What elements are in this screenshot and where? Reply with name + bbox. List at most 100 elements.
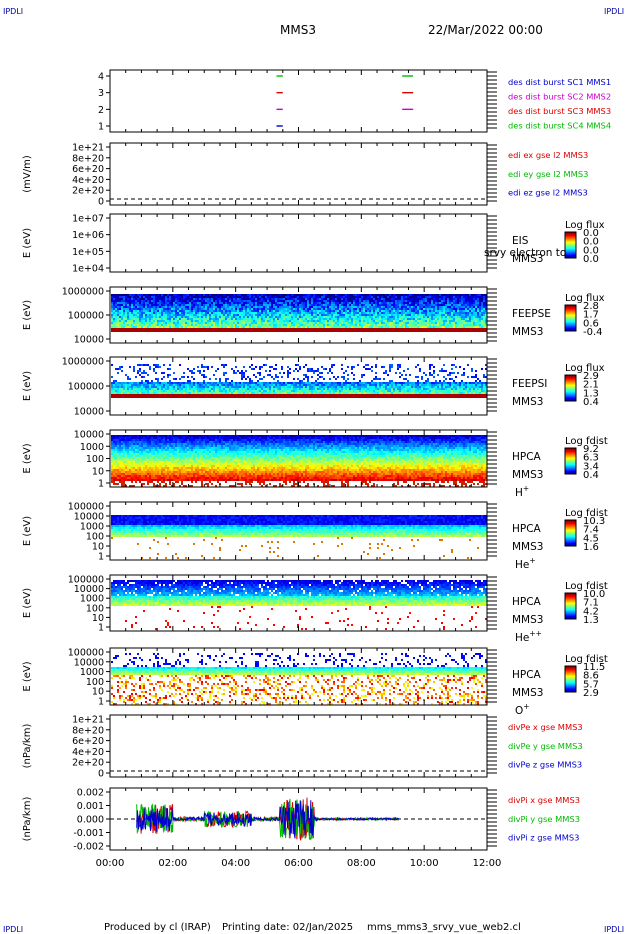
feepse-panel-pixel — [193, 316, 195, 318]
feepse-panel-pixel — [143, 328, 145, 330]
feepse-panel-pixel — [447, 324, 449, 326]
feepsi-panel-pixel — [155, 394, 157, 396]
feepse-panel-pixel — [403, 324, 405, 326]
feepse-panel-pixel — [311, 328, 313, 330]
feepse-panel-pixel — [451, 300, 453, 302]
feepse-panel-pixel — [143, 294, 145, 296]
feepse-panel-pixel — [457, 296, 459, 298]
feepsi-panel-pixel — [189, 380, 191, 382]
feepse-panel-pixel — [151, 314, 153, 316]
feepse-panel-pixel — [121, 324, 123, 326]
feepse-panel-pixel — [479, 328, 481, 330]
feepse-panel-pixel — [265, 310, 267, 312]
feepse-panel-pixel — [197, 318, 199, 320]
feepse-panel-pixel — [271, 316, 273, 318]
feepse-panel-pixel — [191, 306, 193, 308]
feepse-panel-pixel — [137, 304, 139, 306]
feepse-panel-pixel — [433, 296, 435, 298]
feepse-panel-pixel — [157, 294, 159, 296]
feepse-panel-pixel — [465, 326, 467, 328]
feepse-panel-pixel — [183, 302, 185, 304]
feepse-panel-pixel — [267, 324, 269, 326]
feepse-panel-pixel — [313, 330, 315, 332]
feepse-panel-pixel — [389, 320, 391, 322]
feepse-panel-pixel — [183, 306, 185, 308]
feepsi-panel-pixel — [265, 370, 267, 372]
feepsi-panel-pixel — [133, 392, 135, 394]
feepsi-panel-pixel — [201, 384, 203, 386]
feepse-panel-pixel — [327, 300, 329, 302]
feepse-panel-pixel — [465, 328, 467, 330]
feepse-panel-pixel — [305, 296, 307, 298]
feepse-panel-pixel — [391, 322, 393, 324]
feepsi-panel-pixel — [169, 368, 171, 370]
feepse-panel-pixel — [253, 316, 255, 318]
feepsi-panel-pixel — [125, 384, 127, 386]
feepse-panel-pixel — [223, 318, 225, 320]
feepse-panel-pixel — [279, 322, 281, 324]
feepse-panel-pixel — [255, 318, 257, 320]
feepse-panel-pixel — [279, 294, 281, 296]
feepse-panel-pixel — [203, 302, 205, 304]
feepse-panel-pixel — [281, 304, 283, 306]
feepse-panel-pixel — [347, 310, 349, 312]
feepse-panel-pixel — [213, 308, 215, 310]
feepse-panel-pixel — [301, 312, 303, 314]
feepse-panel-pixel — [413, 322, 415, 324]
feepse-panel-pixel — [425, 320, 427, 322]
feepse-panel-pixel — [323, 324, 325, 326]
feepse-panel-pixel — [473, 322, 475, 324]
feepse-panel-pixel — [481, 304, 483, 306]
feepse-panel-pixel — [299, 314, 301, 316]
feepsi-panel-pixel — [183, 388, 185, 390]
feepse-panel-pixel — [143, 320, 145, 322]
feepse-panel-pixel — [445, 330, 447, 332]
feepse-panel-pixel — [351, 328, 353, 330]
feepse-panel-pixel — [411, 308, 413, 310]
feepse-panel-pixel — [407, 300, 409, 302]
feepse-panel-pixel — [477, 310, 479, 312]
feepse-panel-pixel — [449, 306, 451, 308]
feepse-panel-pixel — [441, 298, 443, 300]
feepse-panel-pixel — [179, 316, 181, 318]
feepse-panel-pixel — [211, 326, 213, 328]
feepsi-panel-pixel — [139, 374, 141, 376]
feepse-panel-pixel — [301, 316, 303, 318]
feepse-panel-pixel — [147, 294, 149, 296]
feepse-panel-pixel — [475, 312, 477, 314]
feepsi-panel-pixel — [313, 386, 315, 388]
feepse-panel-pixel — [191, 324, 193, 326]
feepse-panel-pixel — [475, 330, 477, 332]
feepse-panel-pixel — [421, 326, 423, 328]
feepse-panel-pixel — [375, 318, 377, 320]
feepse-panel-pixel — [171, 320, 173, 322]
feepse-panel-pixel — [381, 296, 383, 298]
feepse-panel-pixel — [459, 308, 461, 310]
feepsi-panel-pixel — [125, 394, 127, 396]
feepse-panel-pixel — [355, 328, 357, 330]
feepsi-panel-pixel — [189, 384, 191, 386]
feepse-panel-pixel — [213, 328, 215, 330]
feepse-panel-pixel — [413, 330, 415, 332]
feepse-panel-pixel — [301, 304, 303, 306]
feepse-panel-pixel — [149, 322, 151, 324]
feepsi-panel-pixel — [239, 392, 241, 394]
feepse-panel-pixel — [203, 312, 205, 314]
feepse-panel-pixel — [179, 300, 181, 302]
feepse-panel-pixel — [251, 318, 253, 320]
feepse-panel-pixel — [417, 312, 419, 314]
feepse-panel-pixel — [393, 320, 395, 322]
feepse-panel-pixel — [417, 318, 419, 320]
feepse-panel-pixel — [433, 328, 435, 330]
feepse-panel-pixel — [433, 330, 435, 332]
feepse-panel-pixel — [237, 314, 239, 316]
feepse-panel-pixel — [163, 320, 165, 322]
feepse-panel-pixel — [339, 312, 341, 314]
feepse-panel-pixel — [473, 300, 475, 302]
feepse-panel-pixel — [307, 306, 309, 308]
feepse-panel-pixel — [287, 298, 289, 300]
feepse-panel-pixel — [393, 326, 395, 328]
feepsi-panel-pixel — [307, 386, 309, 388]
feepsi-panel-pixel — [215, 370, 217, 372]
feepsi-panel-pixel — [249, 386, 251, 388]
